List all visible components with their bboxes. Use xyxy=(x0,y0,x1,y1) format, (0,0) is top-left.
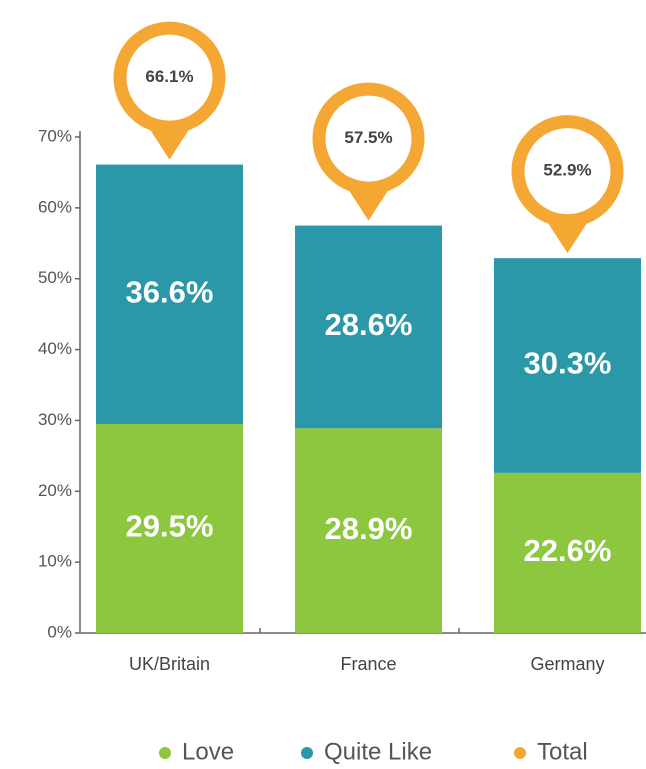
x-tick-label: Germany xyxy=(530,654,604,674)
total-pin xyxy=(312,82,425,221)
y-tick-label: 70% xyxy=(38,126,72,145)
total-pin xyxy=(113,21,226,160)
bar-segment xyxy=(494,258,641,473)
y-tick-label: 20% xyxy=(38,481,72,500)
y-tick-label: 50% xyxy=(38,268,72,287)
pin-shape xyxy=(147,125,192,160)
bar-segment xyxy=(96,164,243,424)
total-label: 66.1% xyxy=(145,67,193,86)
y-tick-label: 40% xyxy=(38,339,72,358)
value-label: 28.6% xyxy=(325,307,413,342)
x-tick-label: France xyxy=(340,654,396,674)
legend-dot xyxy=(301,747,313,759)
legend-label: Total xyxy=(537,738,588,765)
bar-segment xyxy=(295,428,442,633)
bar-segment xyxy=(295,225,442,429)
value-label: 22.6% xyxy=(524,533,612,568)
legend-dot xyxy=(514,747,526,759)
bar-segment xyxy=(96,423,243,633)
total-pin xyxy=(511,115,624,254)
y-tick-label: 10% xyxy=(38,552,72,571)
pin-inner xyxy=(126,34,213,121)
pin-shape xyxy=(545,219,590,254)
legend-label: Love xyxy=(182,738,234,765)
legend-label: Quite Like xyxy=(324,738,432,765)
value-label: 29.5% xyxy=(126,509,214,544)
bar-segment xyxy=(494,472,641,633)
y-tick-label: 30% xyxy=(38,410,72,429)
pin-shape xyxy=(346,186,391,221)
x-tick-label: UK/Britain xyxy=(129,654,210,674)
pin-inner xyxy=(325,95,412,182)
value-label: 36.6% xyxy=(126,274,214,309)
value-label: 28.9% xyxy=(325,511,413,546)
total-label: 57.5% xyxy=(344,128,392,147)
total-label: 52.9% xyxy=(543,161,591,180)
pin-inner xyxy=(524,128,611,215)
y-tick-label: 60% xyxy=(38,197,72,216)
legend-dot xyxy=(159,747,171,759)
value-label: 30.3% xyxy=(524,346,612,381)
y-tick-label: 0% xyxy=(47,622,72,641)
